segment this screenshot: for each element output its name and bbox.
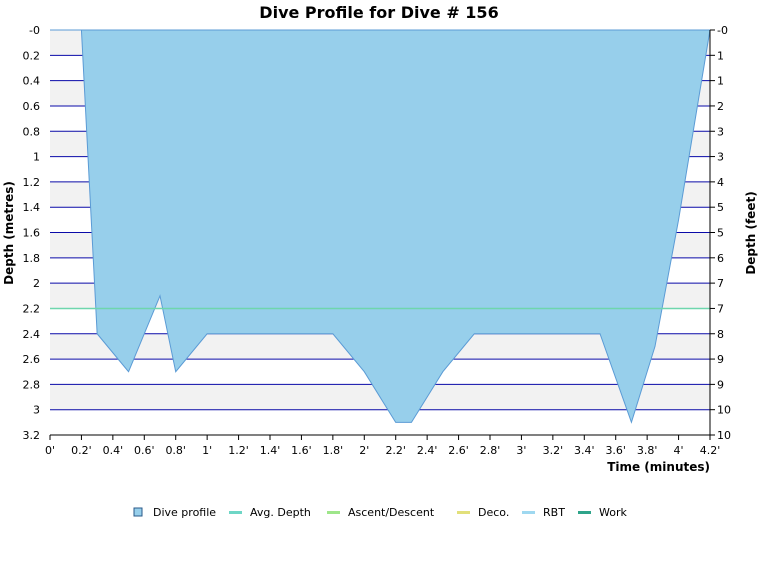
y-tick-label-left: 1.4 — [23, 201, 41, 214]
y-tick-label-right: 2 — [717, 100, 724, 113]
y-tick-label-right: 9 — [717, 353, 724, 366]
dive-profile-area — [50, 29, 711, 424]
chart-title: Dive Profile for Dive # 156 — [259, 3, 498, 22]
x-tick-label: 4.2' — [700, 444, 721, 457]
y-tick-label-right: 1 — [717, 49, 724, 62]
x-axis-label: Time (minutes) — [607, 460, 710, 474]
x-tick-label: 1.2' — [228, 444, 249, 457]
x-tick-label: 3.6' — [605, 444, 626, 457]
legend-label: Ascent/Descent — [348, 506, 435, 519]
y-tick-label-right: 6 — [717, 252, 724, 265]
y-tick-label-right: 5 — [717, 227, 724, 240]
y-tick-label-left: -0 — [29, 24, 40, 37]
y-tick-label-left: 3.2 — [23, 429, 41, 442]
legend-label: Work — [599, 506, 627, 519]
legend: Dive profile Avg. Depth Ascent/Descent Deco… — [133, 506, 627, 519]
y-tick-label-right: 8 — [717, 328, 724, 341]
y-axis-label-right: Depth (feet) — [744, 191, 758, 274]
y-tick-label-left: 1.6 — [23, 227, 41, 240]
y-tick-label-left: 0.8 — [23, 125, 41, 138]
x-tick-label: 0.4' — [103, 444, 124, 457]
legend-label: Avg. Depth — [250, 506, 311, 519]
y-tick-label-left: 2 — [33, 277, 40, 290]
y-tick-label-left: 1.2 — [23, 176, 41, 189]
x-tick-label: 0.6' — [134, 444, 155, 457]
y-tick-label-left: 1.8 — [23, 252, 41, 265]
x-tick-label: 0.2' — [71, 444, 92, 457]
y-tick-label-right: -0 — [717, 24, 728, 37]
x-tick-label: 1' — [202, 444, 212, 457]
y-tick-label-left: 3 — [33, 404, 40, 417]
x-tick-label: 0.8' — [165, 444, 186, 457]
legend-label: Deco. — [478, 506, 509, 519]
profile-area-layer — [50, 29, 711, 424]
y-tick-label-left: 2.6 — [23, 353, 41, 366]
legend-swatch — [457, 511, 470, 514]
left-axis-ticks: -0 0.2 0.4 0.6 0.8 1 1.2 1.4 1.6 1.8 2 2.2 2.4 2.6 2.8… — [23, 24, 41, 442]
x-tick-label: 1.8' — [323, 444, 344, 457]
y-tick-label-right: 9 — [717, 378, 724, 391]
legend-swatch — [229, 511, 242, 514]
y-tick-label-left: 0.2 — [23, 49, 41, 62]
x-tick-label: 2.4' — [417, 444, 438, 457]
y-tick-label-right: 3 — [717, 151, 724, 164]
y-axis-label-left: Depth (metres) — [2, 181, 16, 285]
y-tick-label-left: 0.6 — [23, 100, 41, 113]
y-tick-label-right: 5 — [717, 201, 724, 214]
x-tick-label: 2.2' — [385, 444, 406, 457]
y-tick-label-right: 3 — [717, 125, 724, 138]
x-tick-label: 3.4' — [574, 444, 595, 457]
y-tick-label-right: 10 — [717, 404, 731, 417]
x-tick-label: 4' — [674, 444, 684, 457]
y-tick-label-left: 2.2 — [23, 302, 41, 315]
y-tick-label-right: 10 — [717, 429, 731, 442]
y-tick-label-left: 0.4 — [23, 75, 41, 88]
y-tick-label-left: 2.4 — [23, 328, 41, 341]
y-tick-label-right: 7 — [717, 302, 724, 315]
x-axis-ticks: 0' 0.2' 0.4' 0.6' 0.8' 1' 1.2' 1.4' 1.6' 1.8' 2' 2.… — [45, 435, 720, 457]
legend-swatch — [578, 511, 591, 514]
x-tick-label: 3' — [516, 444, 526, 457]
x-tick-label: 0' — [45, 444, 55, 457]
x-tick-label: 1.6' — [291, 444, 312, 457]
legend-swatch — [522, 511, 535, 514]
legend-swatch — [133, 507, 143, 517]
legend-label: RBT — [543, 506, 565, 519]
y-tick-label-right: 7 — [717, 277, 724, 290]
legend-label: Dive profile — [153, 506, 216, 519]
y-tick-label-right: 4 — [717, 176, 724, 189]
legend-swatch — [327, 511, 340, 514]
x-tick-label: 3.2' — [543, 444, 564, 457]
y-tick-label-left: 2.8 — [23, 378, 41, 391]
x-tick-label: 3.8' — [637, 444, 658, 457]
x-tick-label: 1.4' — [260, 444, 281, 457]
x-tick-label: 2' — [359, 444, 369, 457]
y-tick-label-left: 1 — [33, 151, 40, 164]
y-tick-label-right: 1 — [717, 75, 724, 88]
x-tick-label: 2.8' — [480, 444, 501, 457]
right-axis-ticks: -0 1 1 2 3 3 4 5 5 6 7 7 8 9 9 10 10 — [710, 24, 731, 442]
x-tick-label: 2.6' — [448, 444, 469, 457]
